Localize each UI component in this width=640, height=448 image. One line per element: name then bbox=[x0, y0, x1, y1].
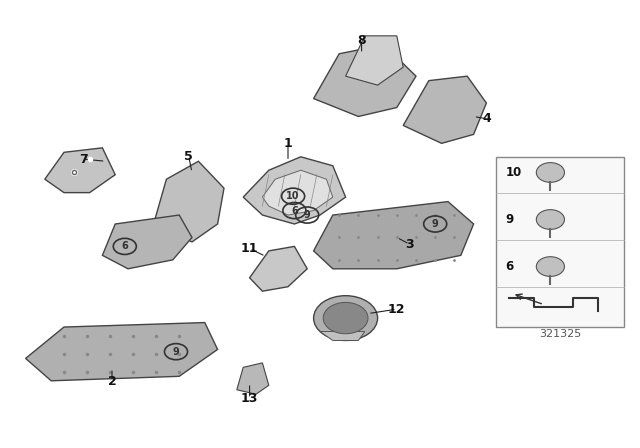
Text: 8: 8 bbox=[357, 34, 366, 47]
Text: 6: 6 bbox=[122, 241, 128, 251]
Text: 9: 9 bbox=[506, 213, 514, 226]
Polygon shape bbox=[346, 36, 403, 85]
Circle shape bbox=[536, 210, 564, 229]
Polygon shape bbox=[314, 202, 474, 269]
Text: 9: 9 bbox=[304, 210, 310, 220]
Polygon shape bbox=[237, 363, 269, 394]
Text: 2: 2 bbox=[108, 375, 116, 388]
Polygon shape bbox=[26, 323, 218, 381]
Polygon shape bbox=[320, 332, 365, 340]
Text: 1: 1 bbox=[284, 137, 292, 150]
Text: 9: 9 bbox=[432, 219, 438, 229]
Polygon shape bbox=[262, 170, 333, 215]
Text: 321325: 321325 bbox=[539, 329, 581, 339]
Ellipse shape bbox=[314, 296, 378, 340]
Text: 12: 12 bbox=[388, 302, 406, 316]
Polygon shape bbox=[243, 157, 346, 224]
Text: 6: 6 bbox=[506, 260, 514, 273]
Circle shape bbox=[536, 163, 564, 182]
Polygon shape bbox=[403, 76, 486, 143]
Text: 5: 5 bbox=[184, 150, 193, 164]
Polygon shape bbox=[45, 148, 115, 193]
Text: 7: 7 bbox=[79, 152, 88, 166]
Polygon shape bbox=[154, 161, 224, 242]
Text: 4: 4 bbox=[482, 112, 491, 125]
Polygon shape bbox=[250, 246, 307, 291]
Text: 9: 9 bbox=[173, 347, 179, 357]
Polygon shape bbox=[314, 45, 416, 116]
Ellipse shape bbox=[323, 302, 368, 334]
Text: 10: 10 bbox=[286, 191, 300, 201]
Text: 11: 11 bbox=[241, 242, 259, 255]
Circle shape bbox=[536, 257, 564, 276]
Polygon shape bbox=[102, 215, 192, 269]
FancyBboxPatch shape bbox=[496, 157, 624, 327]
Text: 13: 13 bbox=[241, 392, 259, 405]
Text: 6: 6 bbox=[291, 206, 298, 215]
Text: 10: 10 bbox=[506, 166, 522, 179]
Text: 3: 3 bbox=[405, 237, 414, 251]
